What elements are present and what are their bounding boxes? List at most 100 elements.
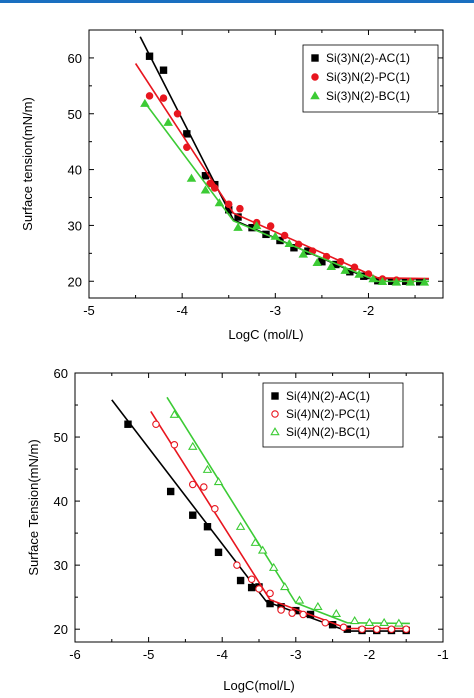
data-point bbox=[268, 562, 279, 571]
data-point bbox=[189, 511, 197, 519]
data-point bbox=[200, 483, 208, 491]
x-tick-label: -6 bbox=[69, 647, 81, 662]
data-point bbox=[200, 185, 211, 194]
legend-label: Si(3)N(2)-BC(1) bbox=[326, 89, 410, 103]
data-point bbox=[266, 222, 275, 230]
y-tick-label: 40 bbox=[68, 163, 82, 178]
x-tick-label: -3 bbox=[270, 303, 282, 318]
series-2 bbox=[150, 410, 410, 633]
data-point bbox=[350, 263, 359, 272]
data-point bbox=[145, 92, 154, 100]
plot-frame bbox=[88, 29, 444, 299]
data-point bbox=[186, 173, 197, 182]
series-3 bbox=[140, 98, 430, 286]
data-point bbox=[377, 276, 388, 286]
chart-1: -5 -4 -3 -2 20 30 40 50 60 LogC (mol/L) Surface te… bbox=[20, 29, 444, 342]
data-point bbox=[173, 110, 182, 118]
fit-line bbox=[144, 102, 429, 283]
x-tick-label: -5 bbox=[143, 647, 155, 662]
legend-marker bbox=[310, 91, 320, 100]
data-point bbox=[145, 52, 154, 60]
data-point bbox=[298, 249, 309, 258]
data-point bbox=[203, 523, 212, 531]
data-point bbox=[284, 238, 295, 248]
data-point bbox=[368, 274, 378, 283]
data-point bbox=[170, 440, 179, 449]
data-point bbox=[402, 625, 410, 633]
top-accent-line bbox=[0, 0, 474, 3]
y-axis-title: Surface tension(mN/m) bbox=[20, 97, 35, 231]
data-point bbox=[266, 589, 274, 598]
data-point bbox=[187, 441, 198, 450]
x-tick-label: -5 bbox=[83, 303, 95, 318]
data-point bbox=[277, 606, 285, 614]
y-tick-label: 50 bbox=[54, 430, 68, 445]
legend-label: Si(4)N(2)-BC(1) bbox=[286, 425, 370, 439]
data-point bbox=[373, 625, 381, 633]
legend-label: Si(4)N(2)-PC(1) bbox=[286, 407, 370, 421]
series-2 bbox=[134, 63, 430, 285]
y-tick-label: 50 bbox=[68, 107, 82, 122]
legend-marker bbox=[271, 392, 279, 400]
data-point bbox=[313, 601, 323, 610]
data-point bbox=[255, 585, 263, 593]
data-point bbox=[189, 480, 197, 489]
data-point bbox=[321, 619, 329, 627]
x-tick-label: -4 bbox=[176, 303, 188, 318]
legend-label: Si(4)N(2)-AC(1) bbox=[286, 389, 370, 403]
legend-label: Si(3)N(2)-AC(1) bbox=[326, 51, 410, 65]
data-point bbox=[339, 623, 348, 632]
data-point bbox=[354, 269, 364, 278]
data-point bbox=[331, 608, 342, 618]
y-tick-label: 30 bbox=[54, 558, 68, 573]
data-point bbox=[312, 257, 322, 267]
legend-marker bbox=[270, 427, 280, 436]
legend: Si(3)N(2)-AC(1) Si(3)N(2)-PC(1) Si(3)N(2)-… bbox=[302, 44, 439, 113]
legend-marker bbox=[271, 410, 279, 418]
data-point bbox=[379, 617, 389, 626]
data-point bbox=[206, 179, 214, 188]
data-point bbox=[236, 576, 245, 585]
legend-marker bbox=[311, 54, 319, 62]
data-point bbox=[270, 231, 281, 240]
data-point bbox=[159, 94, 168, 102]
legend-marker bbox=[311, 73, 319, 81]
y-tick-label: 30 bbox=[68, 218, 82, 233]
data-point bbox=[299, 610, 307, 619]
x-tick-label: -2 bbox=[363, 303, 375, 318]
data-point bbox=[235, 521, 246, 530]
data-point bbox=[247, 583, 256, 592]
y-tick-label: 60 bbox=[54, 366, 68, 381]
data-point bbox=[247, 575, 256, 583]
data-point bbox=[387, 625, 396, 633]
x-axis-title: LogC (mol/L) bbox=[228, 327, 303, 342]
legend-box bbox=[302, 44, 439, 113]
x-tick-label: -3 bbox=[290, 647, 302, 662]
x-tick-label: -4 bbox=[216, 647, 228, 662]
data-point bbox=[183, 130, 191, 138]
y-axis-title: Surface Tension(mN/m) bbox=[26, 439, 41, 575]
fit-line bbox=[134, 63, 430, 280]
series-3 bbox=[166, 396, 410, 627]
data-point bbox=[169, 409, 180, 418]
data-point bbox=[224, 200, 233, 208]
data-point bbox=[358, 625, 366, 633]
data-point bbox=[391, 277, 402, 286]
data-point bbox=[140, 98, 150, 107]
data-point bbox=[166, 487, 175, 496]
data-point bbox=[211, 184, 219, 192]
data-point bbox=[236, 204, 244, 213]
data-point bbox=[326, 261, 336, 270]
legend-label: Si(3)N(2)-PC(1) bbox=[326, 70, 410, 84]
data-point bbox=[419, 277, 430, 286]
y-tick-label: 60 bbox=[68, 51, 82, 66]
data-point bbox=[288, 609, 296, 617]
data-point bbox=[159, 66, 168, 74]
y-tick-label: 40 bbox=[54, 494, 68, 509]
data-point bbox=[405, 277, 416, 286]
data-point bbox=[251, 221, 262, 230]
data-point bbox=[340, 265, 350, 274]
data-point bbox=[213, 476, 224, 486]
data-point bbox=[233, 222, 243, 231]
x-axis-title: LogC(mol/L) bbox=[223, 678, 295, 693]
